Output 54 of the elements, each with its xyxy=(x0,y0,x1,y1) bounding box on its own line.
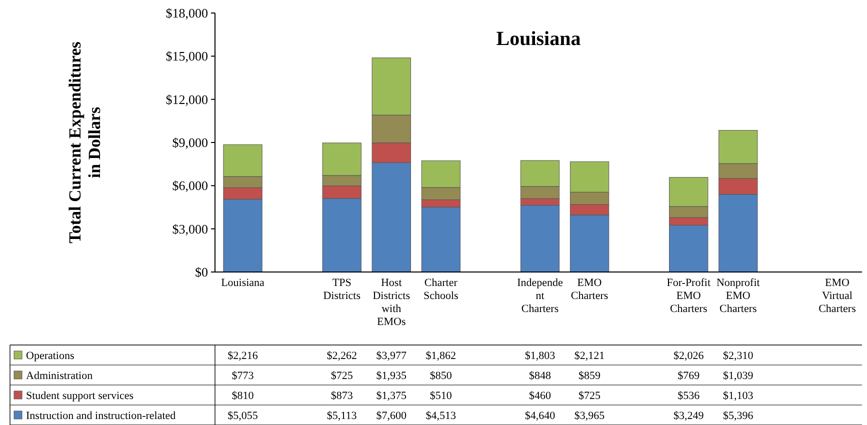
data-label: $4,640 xyxy=(524,410,556,422)
data-label: $2,026 xyxy=(673,350,704,362)
data-label: $1,039 xyxy=(723,370,754,382)
data-label: $5,396 xyxy=(723,410,754,422)
data-label: $859 xyxy=(578,370,602,382)
data-label: $536 xyxy=(678,390,700,402)
data-label: $4,513 xyxy=(426,410,457,422)
x-tick-label: Independent Charters xyxy=(517,277,564,315)
legend-label: Administration xyxy=(26,370,94,382)
x-tick-label: TPS Districts xyxy=(323,277,360,302)
y-tick-label: $3,000 xyxy=(172,221,208,236)
data-label: $5,055 xyxy=(228,410,258,422)
y-tick-label: $6,000 xyxy=(172,178,208,194)
data-label: $510 xyxy=(430,390,452,402)
data-label: $1,935 xyxy=(376,370,408,382)
data-label: $725 xyxy=(578,390,602,402)
x-tick-label: For-Profit EMO Charters xyxy=(666,277,711,315)
x-tick-label: Host Districts with EMOs xyxy=(372,277,410,328)
data-label: $2,216 xyxy=(228,350,258,362)
data-label: $773 xyxy=(232,370,254,382)
data-label: $7,600 xyxy=(376,410,408,422)
data-label: $873 xyxy=(330,390,354,402)
data-label: $3,249 xyxy=(673,410,704,422)
x-tick-label: EMO Charters xyxy=(570,277,608,302)
data-label: $1,375 xyxy=(376,390,408,402)
data-label: $810 xyxy=(232,390,254,402)
data-label: $5,113 xyxy=(326,410,358,422)
x-tick-label: EMO Virtual Charters xyxy=(818,277,856,315)
y-axis-title: Total Current Expenditures in Dollars xyxy=(66,41,104,244)
data-label: $3,965 xyxy=(574,410,606,422)
x-tick-label: Nonprofit EMO Charters xyxy=(716,277,760,315)
data-label: $2,310 xyxy=(723,350,754,362)
legend-label: Student support services xyxy=(26,390,134,402)
legend-label: Operations xyxy=(26,350,74,362)
data-label: $848 xyxy=(529,370,552,382)
data-label: $850 xyxy=(430,370,452,382)
x-tick-label: Louisiana xyxy=(221,277,265,289)
data-label: $1,103 xyxy=(723,390,754,402)
data-label: $1,803 xyxy=(524,350,556,362)
text: Louisiana xyxy=(496,28,581,50)
data-label: $725 xyxy=(330,370,354,382)
data-label: $3,977 xyxy=(376,350,408,362)
data-label: $769 xyxy=(678,370,700,382)
data-label: $2,262 xyxy=(326,350,357,362)
legend-label: Instruction and instruction-related xyxy=(26,410,176,422)
y-tick-label: $15,000 xyxy=(166,48,208,64)
y-tick-label: $18,000 xyxy=(166,6,208,21)
y-tick-label: $9,000 xyxy=(172,135,208,150)
data-label: $2,121 xyxy=(574,350,605,362)
y-tick-label: $0 xyxy=(195,264,208,280)
data-label: $460 xyxy=(529,390,552,402)
x-tick-label: Charter Schools xyxy=(424,277,458,302)
data-label: $1,862 xyxy=(426,350,456,362)
y-tick-label: $12,000 xyxy=(166,92,208,107)
